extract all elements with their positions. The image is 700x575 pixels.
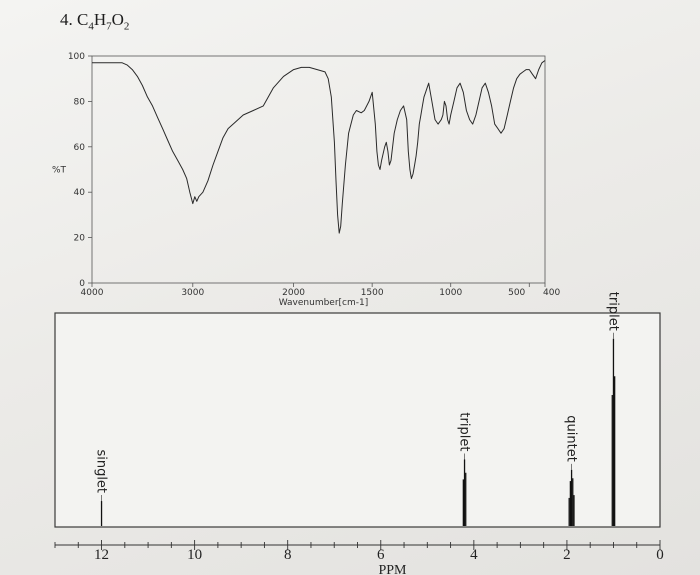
nmr-tick-label: 0: [656, 547, 664, 563]
nmr-peak-quintet: [568, 469, 575, 526]
ir-xtick-label: 3000: [181, 288, 204, 298]
nmr-tick-label: 10: [187, 547, 202, 563]
ir-y-axis-label: %T: [52, 166, 67, 176]
nmr-plot-frame: [54, 312, 661, 528]
nmr-multiplicity-label: triplet: [457, 412, 472, 451]
nmr-multiplicity-label: triplet: [605, 292, 620, 331]
nmr-peak-triplet: [462, 459, 467, 526]
nmr-x-axis-label: PPM: [378, 563, 407, 575]
ir-xtick-label: 2000: [282, 288, 305, 298]
nmr-tick-label: 4: [470, 547, 478, 563]
ir-ytick-label: 20: [74, 234, 86, 244]
ir-xtick-label: 1500: [361, 288, 384, 298]
problem-title: 4. C4H7O2: [60, 10, 129, 32]
nmr-tick-label: 2: [563, 547, 571, 563]
ir-xtick-label: 400: [543, 288, 560, 298]
nmr-tick-label: 12: [94, 547, 109, 563]
molecular-formula: C4H7O2: [77, 10, 130, 33]
ir-transmittance-line: [92, 60, 546, 234]
nmr-multiplicity-label: quintet: [564, 415, 579, 462]
nmr-peak-triplet: [611, 338, 616, 526]
ir-xtick-label: 1000: [439, 288, 462, 298]
nmr-tick-label: 6: [377, 547, 385, 563]
ir-ytick-label: 60: [74, 143, 86, 153]
nmr-multiplicity-label: singlet: [94, 449, 109, 493]
ir-ytick-label: 100: [68, 52, 85, 62]
ir-ytick-label: 40: [74, 188, 86, 198]
ir-plot-frame: [91, 55, 546, 284]
ir-x-axis-label: Wavenumber[cm-1]: [279, 298, 369, 308]
ir-ytick-label: 80: [74, 97, 86, 107]
ir-xtick-label: 4000: [81, 288, 104, 298]
nmr-tick-label: 8: [284, 547, 292, 563]
problem-number: 4.: [60, 10, 73, 29]
ir-ytick-label: 0: [79, 279, 85, 289]
ir-xtick-label: 500: [508, 288, 525, 298]
